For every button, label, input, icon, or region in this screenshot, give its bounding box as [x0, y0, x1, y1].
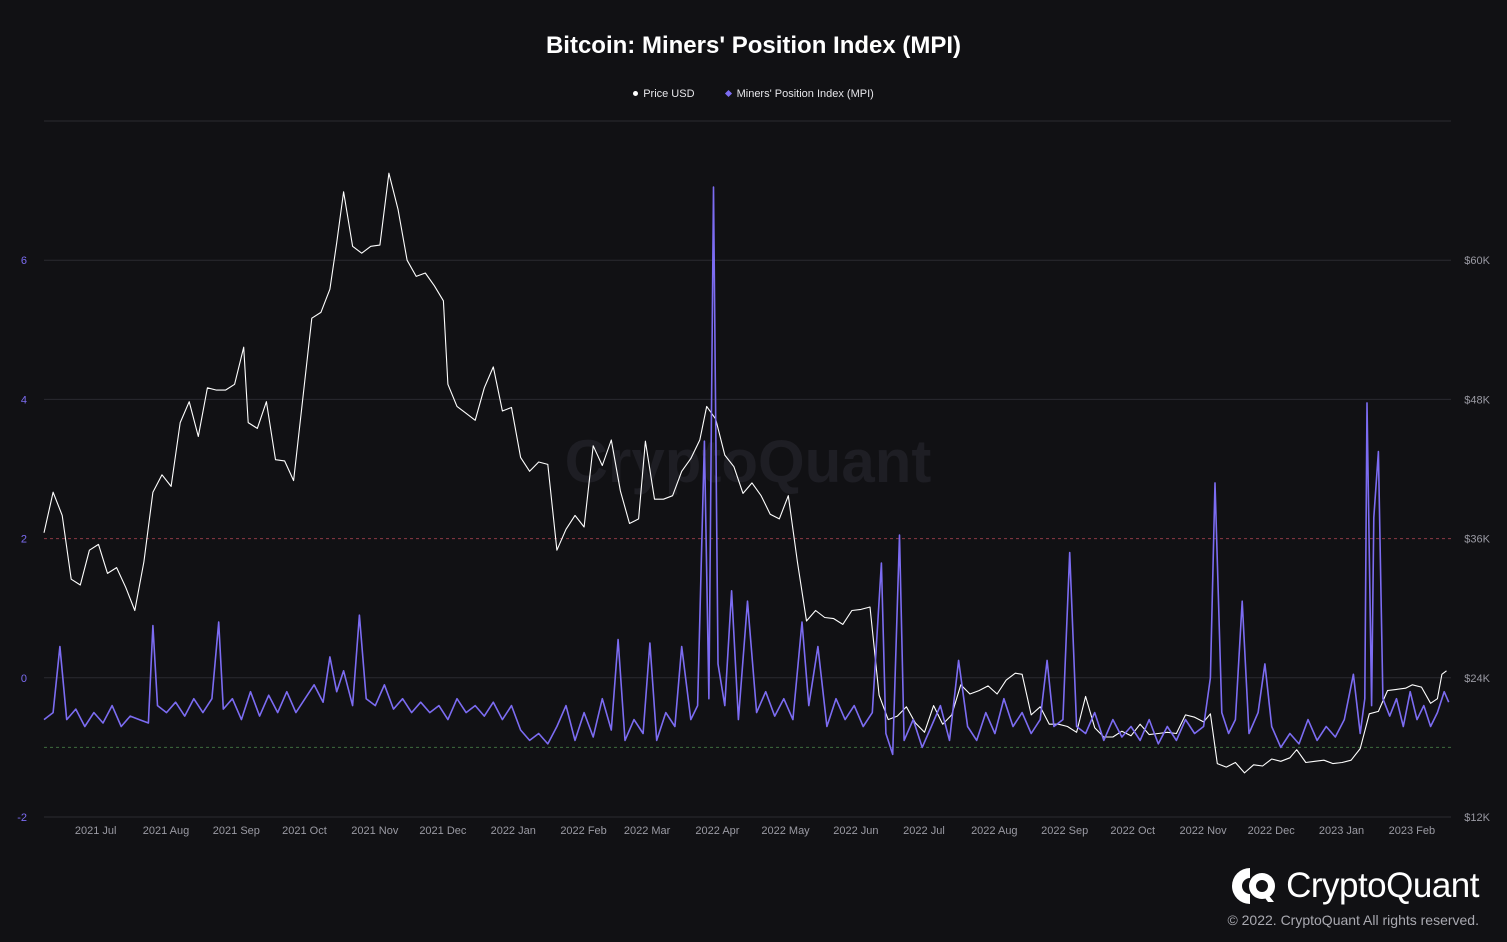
cryptoquant-logo-icon — [1232, 868, 1276, 904]
x-axis-tick-label: 2022 Nov — [1180, 825, 1228, 837]
left-axis-tick-label: -2 — [17, 812, 27, 824]
x-axis-tick-label: 2021 Aug — [143, 825, 190, 837]
x-axis-tick-label: 2022 Oct — [1110, 825, 1155, 837]
left-axis-tick-label: 2 — [21, 534, 27, 546]
x-axis-tick-label: 2023 Feb — [1389, 825, 1435, 837]
legend-label-mpi: Miners' Position Index (MPI) — [736, 87, 874, 100]
left-axis-tick-label: 4 — [21, 394, 27, 406]
right-axis-tick-label: $60K — [1464, 255, 1490, 267]
legend-marker-price — [633, 91, 639, 96]
brand: CryptoQuant — [1230, 866, 1479, 906]
x-axis-tick-label: 2021 Sep — [213, 825, 260, 837]
x-axis-tick-label: 2022 Apr — [695, 825, 739, 837]
right-axis-tick-label: $24K — [1464, 673, 1490, 685]
x-axis-tick-label: 2021 Jul — [75, 825, 117, 837]
x-axis-tick-label: 2022 Jun — [833, 825, 878, 837]
grid-lines — [44, 120, 1451, 818]
watermark: CryptoQuant — [565, 428, 932, 495]
x-axis-tick-label: 2022 Jul — [903, 825, 945, 837]
copyright-text: © 2022. CryptoQuant All rights reserved. — [1227, 912, 1479, 928]
series-lines — [43, 172, 1450, 774]
x-axis-tick-label: 2021 Dec — [419, 825, 467, 837]
x-axis-tick-label: 2022 Jan — [491, 825, 536, 837]
x-axis-tick-label: 2022 Aug — [971, 825, 1018, 837]
x-axis-tick-label: 2022 Mar — [624, 825, 671, 837]
mpi-line — [43, 186, 1450, 756]
x-axis-tick-label: 2022 Feb — [560, 825, 606, 837]
brand-name: CryptoQuant — [1286, 866, 1479, 905]
left-axis-tick-label: 0 — [21, 673, 27, 685]
axes: -2 0 2 4 6 $12K $24K $36K $48K $60K 2021 Jul 2021 A… — [17, 255, 1490, 837]
x-axis-tick-label: 2023 Jan — [1319, 825, 1364, 837]
legend-item-mpi[interactable]: Miners' Position Index (MPI) — [724, 87, 874, 100]
right-axis-tick-label: $48K — [1464, 394, 1490, 406]
right-axis-tick-label: $36K — [1464, 534, 1490, 546]
legend-item-price[interactable]: Price USD — [633, 87, 695, 100]
x-axis-tick-label: 2022 May — [761, 825, 810, 837]
legend: Price USD Miners' Position Index (MPI) — [0, 87, 1507, 100]
x-axis-tick-label: 2021 Oct — [282, 825, 327, 837]
x-axis-tick-label: 2022 Sep — [1041, 825, 1088, 837]
price-usd-line — [43, 172, 1447, 774]
legend-label-price: Price USD — [643, 87, 695, 100]
right-axis-tick-label: $12K — [1464, 812, 1490, 824]
x-axis-tick-label: 2022 Dec — [1248, 825, 1296, 837]
left-axis-tick-label: 6 — [21, 255, 27, 267]
x-axis-tick-label: 2021 Nov — [351, 825, 399, 837]
chart-title: Bitcoin: Miners' Position Index (MPI) — [545, 32, 962, 59]
